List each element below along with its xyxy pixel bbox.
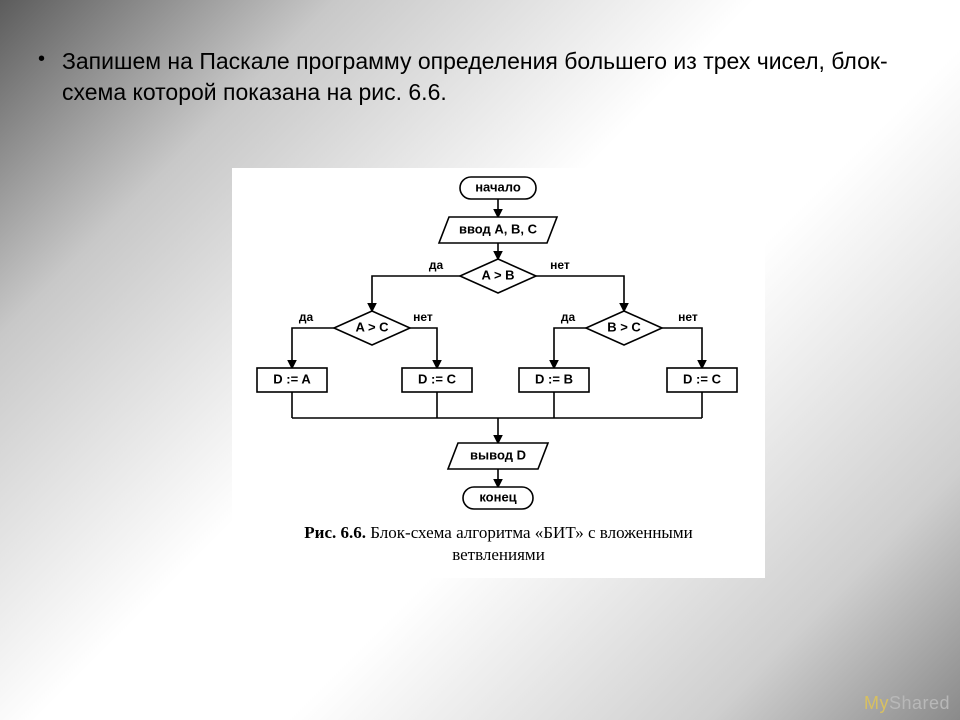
svg-text:D := C: D := C bbox=[683, 371, 722, 386]
svg-text:нет: нет bbox=[678, 310, 698, 324]
svg-text:нет: нет bbox=[413, 310, 433, 324]
svg-text:да: да bbox=[429, 258, 444, 272]
svg-text:конец: конец bbox=[479, 489, 516, 504]
svg-text:вывод D: вывод D bbox=[470, 447, 526, 462]
slide-bullet-text: Запишем на Паскале программу определения… bbox=[62, 46, 900, 108]
svg-text:начало: начало bbox=[475, 179, 521, 194]
caption-line2: ветвлениями bbox=[452, 545, 545, 564]
svg-text:A > C: A > C bbox=[355, 319, 389, 334]
svg-text:B > C: B > C bbox=[607, 319, 641, 334]
flowchart-svg: да нет да нет да нет начало ввод A, B, C A > B A … bbox=[232, 168, 765, 518]
flowchart-caption: Рис. 6.6. Блок-схема алгоритма «БИТ» с в… bbox=[232, 522, 765, 566]
svg-text:D := B: D := B bbox=[535, 371, 573, 386]
svg-text:ввод A, B, C: ввод A, B, C bbox=[459, 221, 538, 236]
flowchart-container: да нет да нет да нет начало ввод A, B, C A > B A … bbox=[232, 168, 765, 578]
svg-text:да: да bbox=[299, 310, 314, 324]
svg-text:D := C: D := C bbox=[418, 371, 457, 386]
watermark-shared: Shared bbox=[889, 693, 950, 713]
svg-text:нет: нет bbox=[550, 258, 570, 272]
svg-text:да: да bbox=[561, 310, 576, 324]
watermark: MyShared bbox=[864, 693, 950, 714]
caption-line1: Блок-схема алгоритма «БИТ» с вложенными bbox=[366, 523, 693, 542]
svg-text:A > B: A > B bbox=[481, 267, 514, 282]
caption-bold: Рис. 6.6. bbox=[304, 523, 366, 542]
svg-text:D := A: D := A bbox=[273, 371, 311, 386]
watermark-my: My bbox=[864, 693, 889, 713]
